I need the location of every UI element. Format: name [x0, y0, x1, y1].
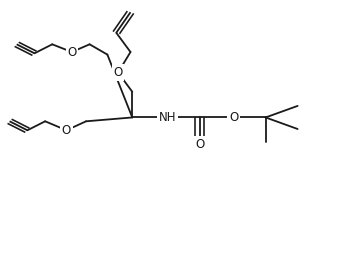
Text: NH: NH [159, 111, 177, 124]
Text: O: O [229, 111, 238, 124]
Text: O: O [67, 45, 76, 59]
Text: O: O [195, 138, 205, 151]
Text: O: O [62, 124, 71, 137]
Text: O: O [114, 66, 123, 79]
